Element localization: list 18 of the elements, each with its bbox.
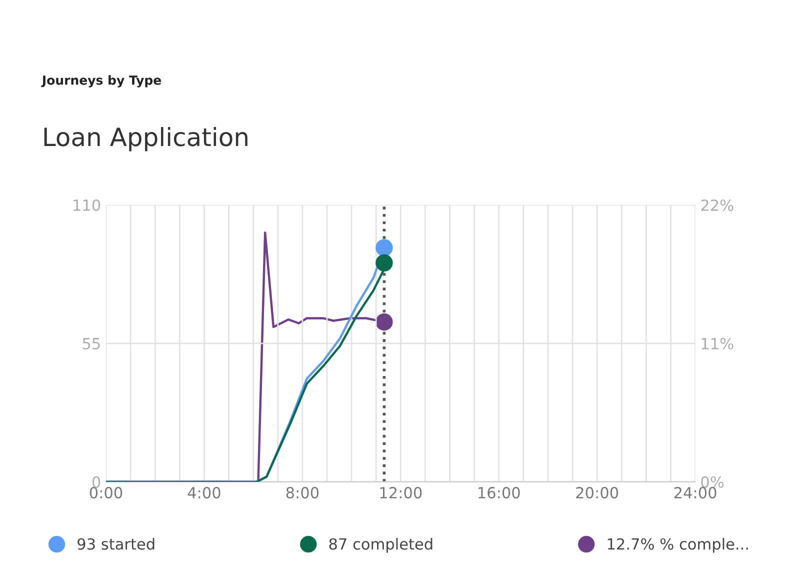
x-tick-label: 16:00 [478,486,520,498]
y2-tick-label: 0% [701,476,724,488]
y-tick-label: 55 [82,338,100,350]
y-tick-label: 110 [74,199,100,212]
x-tick-label: 4:00 [188,486,220,498]
legend-label: 93 started [78,538,154,550]
x-tick-label: 24:00 [674,486,716,498]
chart-title: Loan Application [44,127,248,152]
y2-tick-label: 11% [702,338,734,350]
y-tick-label: 0 [92,476,100,488]
y2-tick-label: 22% [701,199,734,212]
legend-label: 12.7% % comple... [608,538,748,553]
chart-subtitle: Journeys by Type [41,75,161,88]
legend-label: 87 completed [329,538,432,553]
x-tick-label: 12:00 [380,486,422,498]
x-tick-label: 8:00 [286,486,319,498]
x-tick-label: 0:00 [90,486,122,498]
x-tick-label: 20:00 [576,486,618,498]
